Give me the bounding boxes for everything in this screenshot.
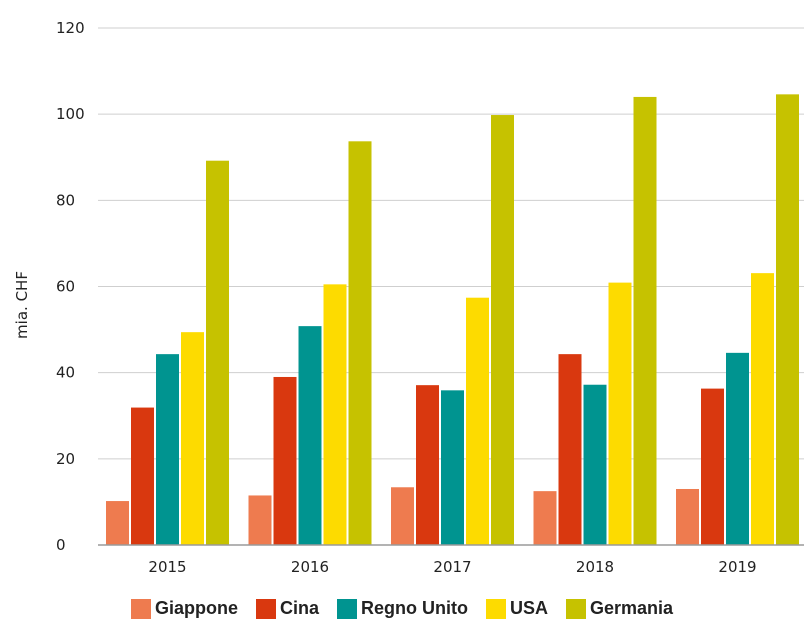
legend-item-giappone: Giappone: [130, 598, 238, 619]
legend-swatch-giappone: [130, 598, 151, 619]
legend-label-germania: Germania: [589, 598, 674, 618]
legend-item-cina: Cina: [255, 598, 319, 619]
bar-germania-2018: [633, 96, 657, 545]
y-tick-label: 80: [56, 191, 75, 209]
bar-giappone-2019: [676, 488, 699, 545]
legend-swatch-germania: [565, 598, 586, 619]
bar-germania-2015: [206, 160, 229, 546]
bar-usa-2018: [608, 282, 632, 545]
bars: [106, 94, 799, 546]
x-tick-label: 2015: [148, 558, 186, 576]
legend-label-usa: USA: [509, 598, 548, 618]
bar-regno-unito-2018: [583, 384, 607, 545]
bar-giappone-2017: [391, 487, 414, 545]
bar-germania-2017: [491, 115, 514, 546]
bar-germania-2016: [348, 141, 372, 545]
bar-regno-unito-2019: [726, 352, 749, 545]
y-tick-label: 20: [56, 450, 75, 468]
legend-item-usa: USA: [485, 598, 548, 619]
bar-cina-2019: [701, 388, 724, 545]
bar-germania-2019: [776, 94, 799, 546]
legend-item-germania: Germania: [565, 598, 674, 619]
legend-label-giappone: Giappone: [154, 598, 238, 618]
bar-giappone-2018: [533, 491, 557, 545]
bar-cina-2017: [416, 385, 439, 545]
bar-cina-2016: [273, 376, 297, 545]
y-tick-label: 100: [56, 105, 85, 123]
legend-label-regno-unito: Regno Unito: [360, 598, 468, 618]
x-tick-label: 2017: [433, 558, 471, 576]
bar-cina-2015: [131, 407, 154, 545]
legend-swatch-regno-unito: [336, 598, 357, 619]
x-tick-label: 2019: [718, 558, 756, 576]
bar-usa-2015: [181, 332, 204, 545]
legend-item-regno-unito: Regno Unito: [336, 598, 468, 619]
legend-swatch-cina: [255, 598, 276, 619]
bar-giappone-2016: [248, 495, 272, 545]
bar-giappone-2015: [106, 501, 129, 545]
bar-regno-unito-2016: [298, 326, 322, 545]
bar-regno-unito-2015: [156, 354, 179, 545]
bar-chart: 0 20 40 60 80 100 120 2015 2016 2017 2018 2019 mia…: [13, 19, 804, 576]
y-axis-label: mia. CHF: [13, 271, 31, 339]
y-tick-label: 60: [56, 278, 75, 296]
bar-usa-2017: [466, 297, 489, 545]
x-tick-label: 2016: [291, 558, 329, 576]
bar-usa-2019: [751, 273, 774, 545]
x-tick-labels: 2015 2016 2017 2018 2019: [148, 558, 756, 576]
bar-usa-2016: [323, 284, 347, 545]
y-tick-label: 120: [56, 19, 85, 37]
bar-regno-unito-2017: [441, 390, 464, 545]
bar-cina-2018: [558, 354, 582, 545]
y-tick-labels: 0 20 40 60 80 100 120: [56, 19, 85, 554]
y-tick-label: 40: [56, 364, 75, 382]
legend: Giappone Cina Regno Unito USA Germania: [0, 598, 804, 619]
x-tick-label: 2018: [576, 558, 614, 576]
y-tick-label: 0: [56, 536, 66, 554]
legend-swatch-usa: [485, 598, 506, 619]
legend-label-cina: Cina: [279, 598, 319, 618]
